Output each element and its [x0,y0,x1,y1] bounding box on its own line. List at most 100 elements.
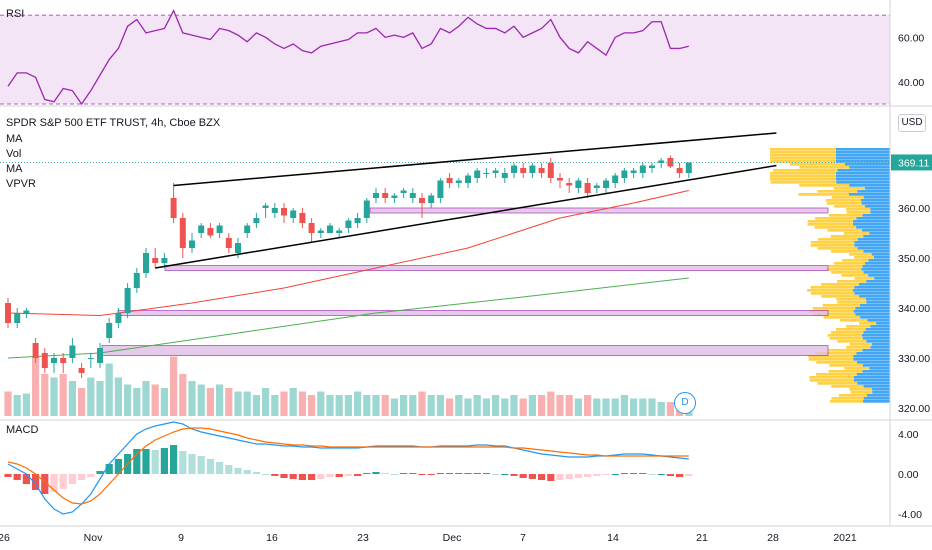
support-zone [164,265,829,271]
vpvr-up-bar [853,376,890,379]
volume-bar [289,388,297,416]
macd-hist-bar [455,473,463,474]
rsi-tick-label: 60.00 [898,32,924,44]
vpvr-down-bar [850,391,873,394]
macd-hist-bar [243,470,251,474]
vpvr-up-bar [852,223,890,226]
volume-bar [436,395,444,416]
macd-hist-bar [602,474,610,475]
vpvr-up-bar [854,241,890,244]
macd-hist-bar [32,474,40,490]
rsi-pane: 40.00 60.00 [0,9,932,107]
macd-hist-bar [482,473,490,474]
candle-body [235,243,241,253]
macd-hist-bar [418,474,426,475]
candle-body [317,230,324,233]
candle-body [5,303,11,323]
vpvr-down-bar [838,394,867,397]
macd-hist-bar [538,474,546,480]
candle-body [244,225,251,233]
macd-hist-bar [611,474,619,475]
volume-bar [464,398,472,416]
vpvr-up-bar [836,151,890,154]
volume-bar [648,398,656,416]
vpvr-up-bar [866,301,890,304]
vpvr-up-bar [866,340,890,343]
vpvr-down-bar [831,271,864,274]
volume-bar [308,395,316,416]
vpvr-up-bar [873,256,890,259]
volume-bar [262,388,270,416]
rsi-band [0,15,890,104]
candle-body [207,228,214,236]
vpvr-down-bar [823,316,861,319]
volume-bar [243,391,251,416]
volume-bar [427,395,435,416]
price-tick-label: 350.00 [898,253,930,265]
macd-hist-bar [22,474,30,484]
volume-bar [271,395,279,416]
vpvr-down-bar [816,373,857,376]
vpvr-down-bar [812,313,856,316]
candle-body [391,195,398,198]
vpvr-up-bar [857,238,890,241]
macd-hist-bar [519,474,527,478]
time-tick-label: 2021 [833,532,857,544]
macd-hist-bar [409,473,417,474]
candle-body [538,168,545,173]
candle-body [161,258,168,263]
vpvr-down-bar [770,151,836,154]
macd-hist-bar [262,474,270,475]
support-zone [117,310,829,316]
candle-body [336,230,343,233]
macd-hist-bar [41,474,49,494]
macd-hist-bar [510,474,518,476]
vpvr-up-bar [852,289,890,292]
vpvr-down-bar [816,361,857,364]
macd-hist-bar [473,473,481,474]
volume-bar [197,384,205,416]
vpvr-up-bar [836,154,890,157]
vpvr-down-bar [799,166,850,169]
vpvr-up-bar [863,271,890,274]
vpvr-up-bar [849,184,890,187]
vpvr-up-bar [872,391,890,394]
volume-bar [87,377,95,416]
vpvr-up-bar [864,262,890,265]
candle-body [612,175,619,183]
chart-title: SPDR S&P 500 ETF TRUST, 4h, Cboe BZX [6,117,221,129]
time-tick-label: 21 [696,532,708,544]
vpvr-down-bar [770,178,836,181]
candle-body [566,183,573,186]
macd-hist-bar [344,474,352,476]
vpvr-up-bar [852,220,890,223]
candle-body [69,345,76,358]
candle-body [41,353,48,368]
vpvr-up-bar [868,259,890,262]
candle-body [557,178,563,181]
vpvr-down-bar [770,148,836,151]
vpvr-down-bar [807,223,853,226]
macd-hist-bar [381,473,389,474]
vpvr-up-bar [863,235,890,238]
macd-hist-bar [501,474,509,475]
vpvr-up-bar [874,277,890,280]
currency-button[interactable]: USD [898,114,926,132]
candle-body [14,313,21,323]
candle-body [51,358,57,363]
vpvr-down-bar [827,334,862,337]
time-tick-label: 14 [607,532,619,544]
vpvr-down-bar [846,211,871,214]
price-tick-label: 320.00 [898,403,930,415]
vpvr-up-bar [836,178,890,181]
vpvr-down-bar [831,331,864,334]
macd-hist-bar [298,474,306,480]
candle-body [685,162,692,173]
vpvr-up-bar [836,160,890,163]
vpvr-down-bar [828,214,863,217]
dividend-badge-icon[interactable]: D [674,392,696,414]
vpvr-down-bar [818,238,858,241]
legend-ma-2: MA [6,163,23,175]
vpvr-down-bar [815,352,857,355]
